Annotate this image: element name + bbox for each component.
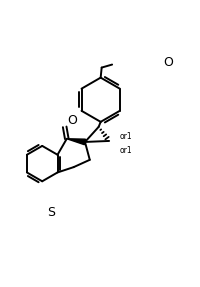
Text: or1: or1 xyxy=(119,132,132,141)
Text: or1: or1 xyxy=(119,146,132,155)
Text: S: S xyxy=(47,206,55,219)
Text: O: O xyxy=(67,114,77,127)
Text: O: O xyxy=(162,56,172,69)
Polygon shape xyxy=(66,139,85,145)
